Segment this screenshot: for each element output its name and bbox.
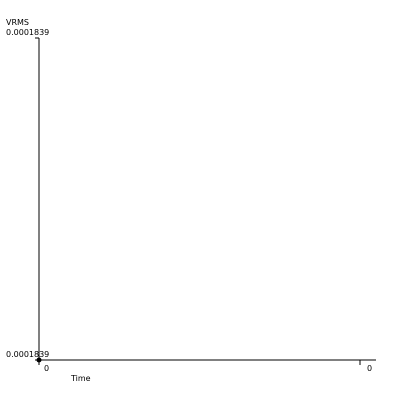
series-marks xyxy=(36,357,42,363)
x-tick-label-right: 0 xyxy=(367,364,372,373)
x-tick-label-left: 0 xyxy=(44,364,49,373)
x-axis-label: Time xyxy=(70,374,91,383)
y-tick-label-bottom: 0.0001839 xyxy=(6,350,49,359)
y-tick-label-top: 0.0001839 xyxy=(6,28,49,37)
data-point-0-0 xyxy=(36,357,42,363)
y-axis-label: VRMS xyxy=(6,18,29,27)
